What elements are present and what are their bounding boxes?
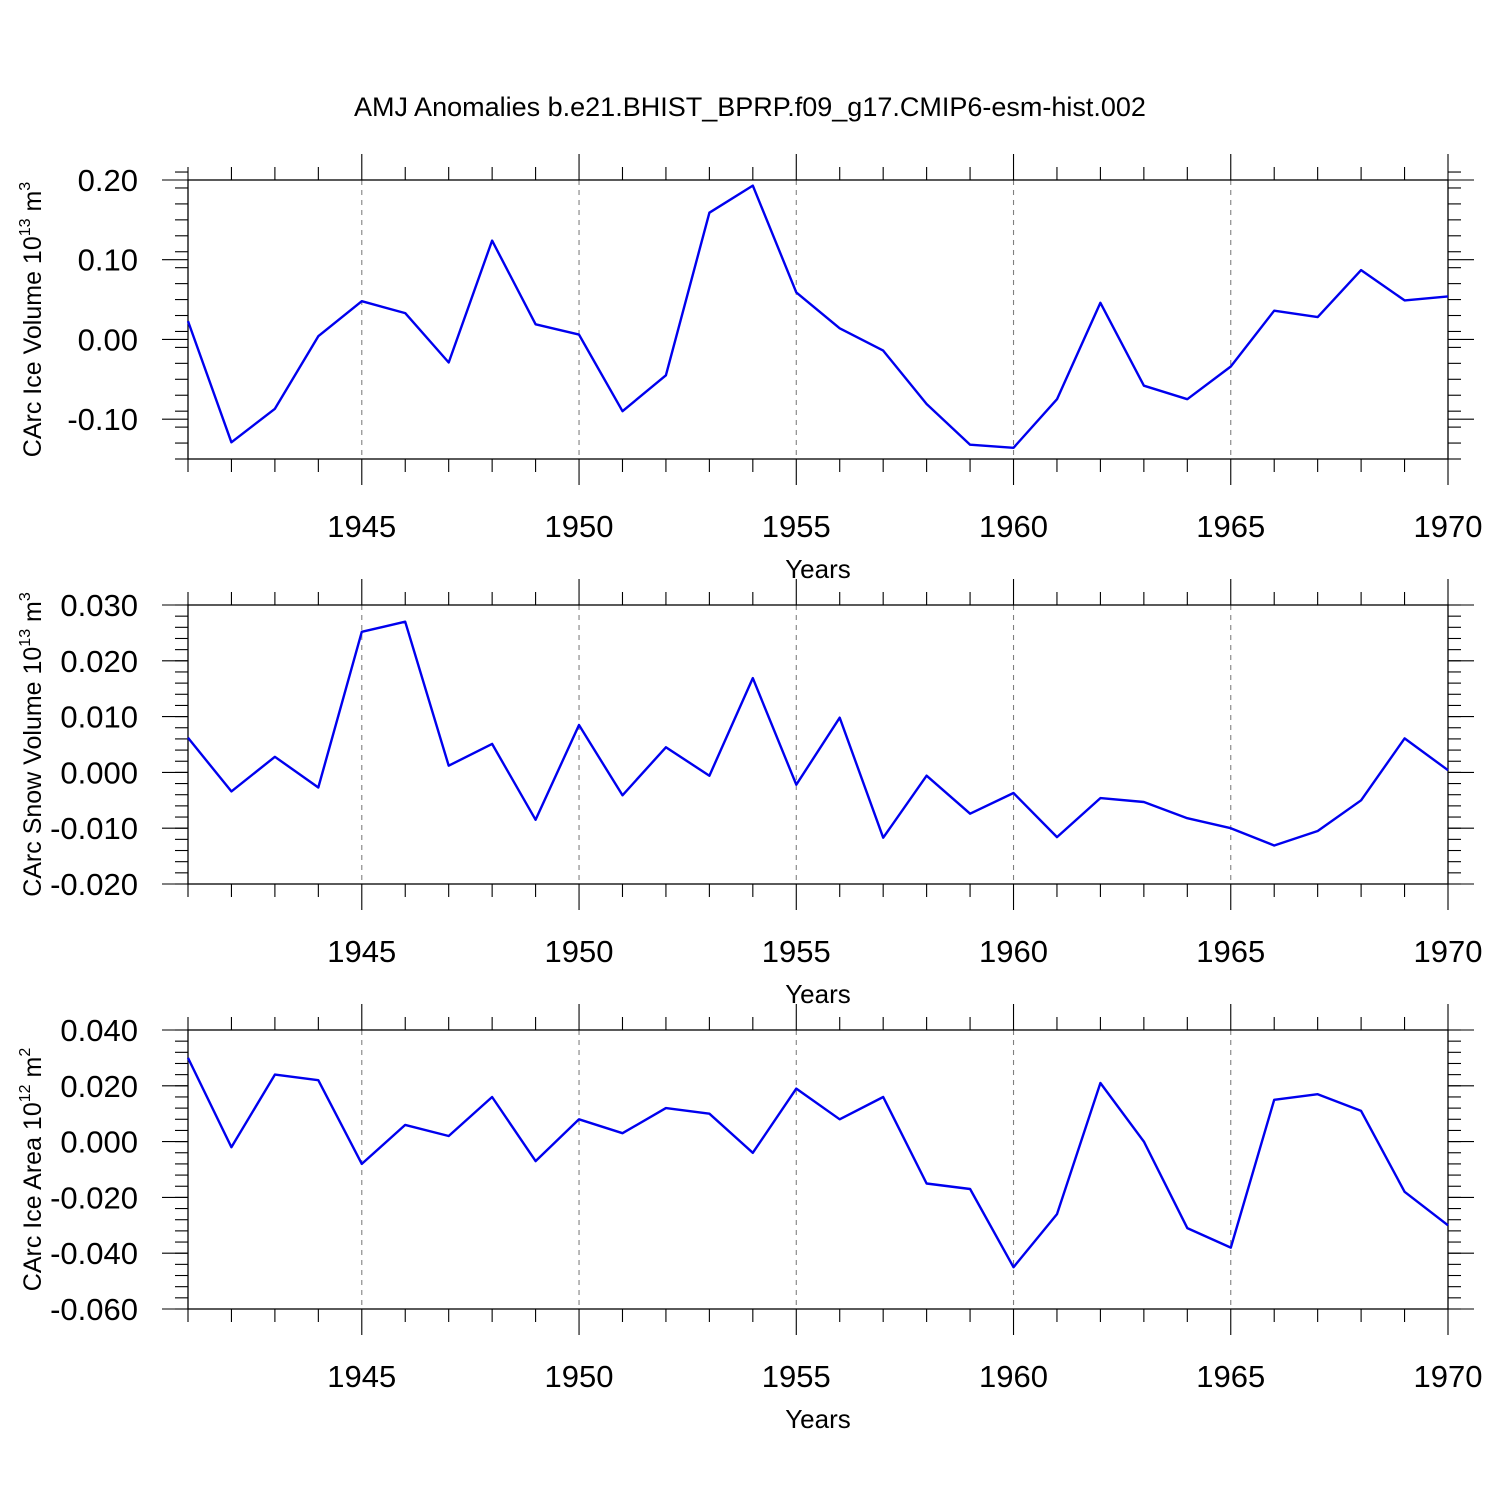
x-tick-label: 1945 <box>327 1359 396 1394</box>
chart-panel-3: -0.060 -0.040 -0.020 0.000 0.020 0.040 1945 195… <box>17 1004 1482 1434</box>
x-tick-label: 1965 <box>1196 1359 1265 1394</box>
x-tick-label: 1955 <box>762 509 831 544</box>
plot-frame <box>187 179 1449 460</box>
x-tick-label: 1950 <box>545 509 614 544</box>
x-tick-label: 1955 <box>762 1359 831 1394</box>
y-tick-label: -0.020 <box>50 1180 138 1215</box>
y-tick-label: -0.040 <box>50 1236 138 1271</box>
x-tick-label: 1965 <box>1196 509 1265 544</box>
x-tick-label: 1950 <box>545 934 614 969</box>
chart-panel-2: -0.020 -0.010 0.000 0.010 0.020 0.030 1945 1950… <box>17 579 1482 1009</box>
x-tick-label: 1945 <box>327 934 396 969</box>
y-axis-title: CArc Snow Volume 1013 m3 <box>17 592 47 897</box>
x-tick-label: 1970 <box>1414 1359 1483 1394</box>
y-axis-title: CArc Ice Area 1012 m2 <box>17 1048 47 1292</box>
y-tick-label: 0.040 <box>60 1013 138 1048</box>
x-axis-title: Years <box>785 554 851 584</box>
chart-panel-1: -0.10 0.00 0.10 0.20 1945 1950 1955 1960 1965 197… <box>17 154 1482 584</box>
x-tick-label: 1955 <box>762 934 831 969</box>
plot-frame <box>187 604 1449 885</box>
x-axis-title: Years <box>785 979 851 1009</box>
x-tick-label: 1960 <box>979 509 1048 544</box>
y-tick-label: 0.10 <box>78 243 138 278</box>
y-tick-label: 0.000 <box>60 755 138 790</box>
y-tick-label: 0.000 <box>60 1125 138 1160</box>
figure-title: AMJ Anomalies b.e21.BHIST_BPRP.f09_g17.C… <box>354 92 1146 122</box>
x-tick-label: 1960 <box>979 934 1048 969</box>
x-axis-title: Years <box>785 1404 851 1434</box>
y-axis-title: CArc Ice Volume 1013 m3 <box>17 182 47 458</box>
y-tick-label: -0.10 <box>67 402 138 437</box>
x-tick-label: 1960 <box>979 1359 1048 1394</box>
series-line <box>186 1057 1449 1269</box>
y-tick-label: 0.020 <box>60 1069 138 1104</box>
y-tick-label: 0.010 <box>60 700 138 735</box>
panels: -0.10 0.00 0.10 0.20 1945 1950 1955 1960 1965 197… <box>17 154 1482 1434</box>
plot-frame <box>187 1029 1449 1310</box>
series-line <box>186 184 1449 449</box>
x-tick-label: 1945 <box>327 509 396 544</box>
y-tick-label: -0.010 <box>50 811 138 846</box>
y-tick-label: 0.030 <box>60 588 138 623</box>
y-tick-label: -0.060 <box>50 1292 138 1327</box>
y-tick-label: 0.020 <box>60 644 138 679</box>
x-tick-label: 1950 <box>545 1359 614 1394</box>
y-tick-label: -0.020 <box>50 867 138 902</box>
x-tick-label: 1970 <box>1414 934 1483 969</box>
series-line <box>187 620 1449 847</box>
y-tick-label: 0.00 <box>78 322 138 357</box>
x-tick-label: 1970 <box>1414 509 1483 544</box>
y-tick-label: 0.20 <box>78 163 138 198</box>
x-tick-label: 1965 <box>1196 934 1265 969</box>
